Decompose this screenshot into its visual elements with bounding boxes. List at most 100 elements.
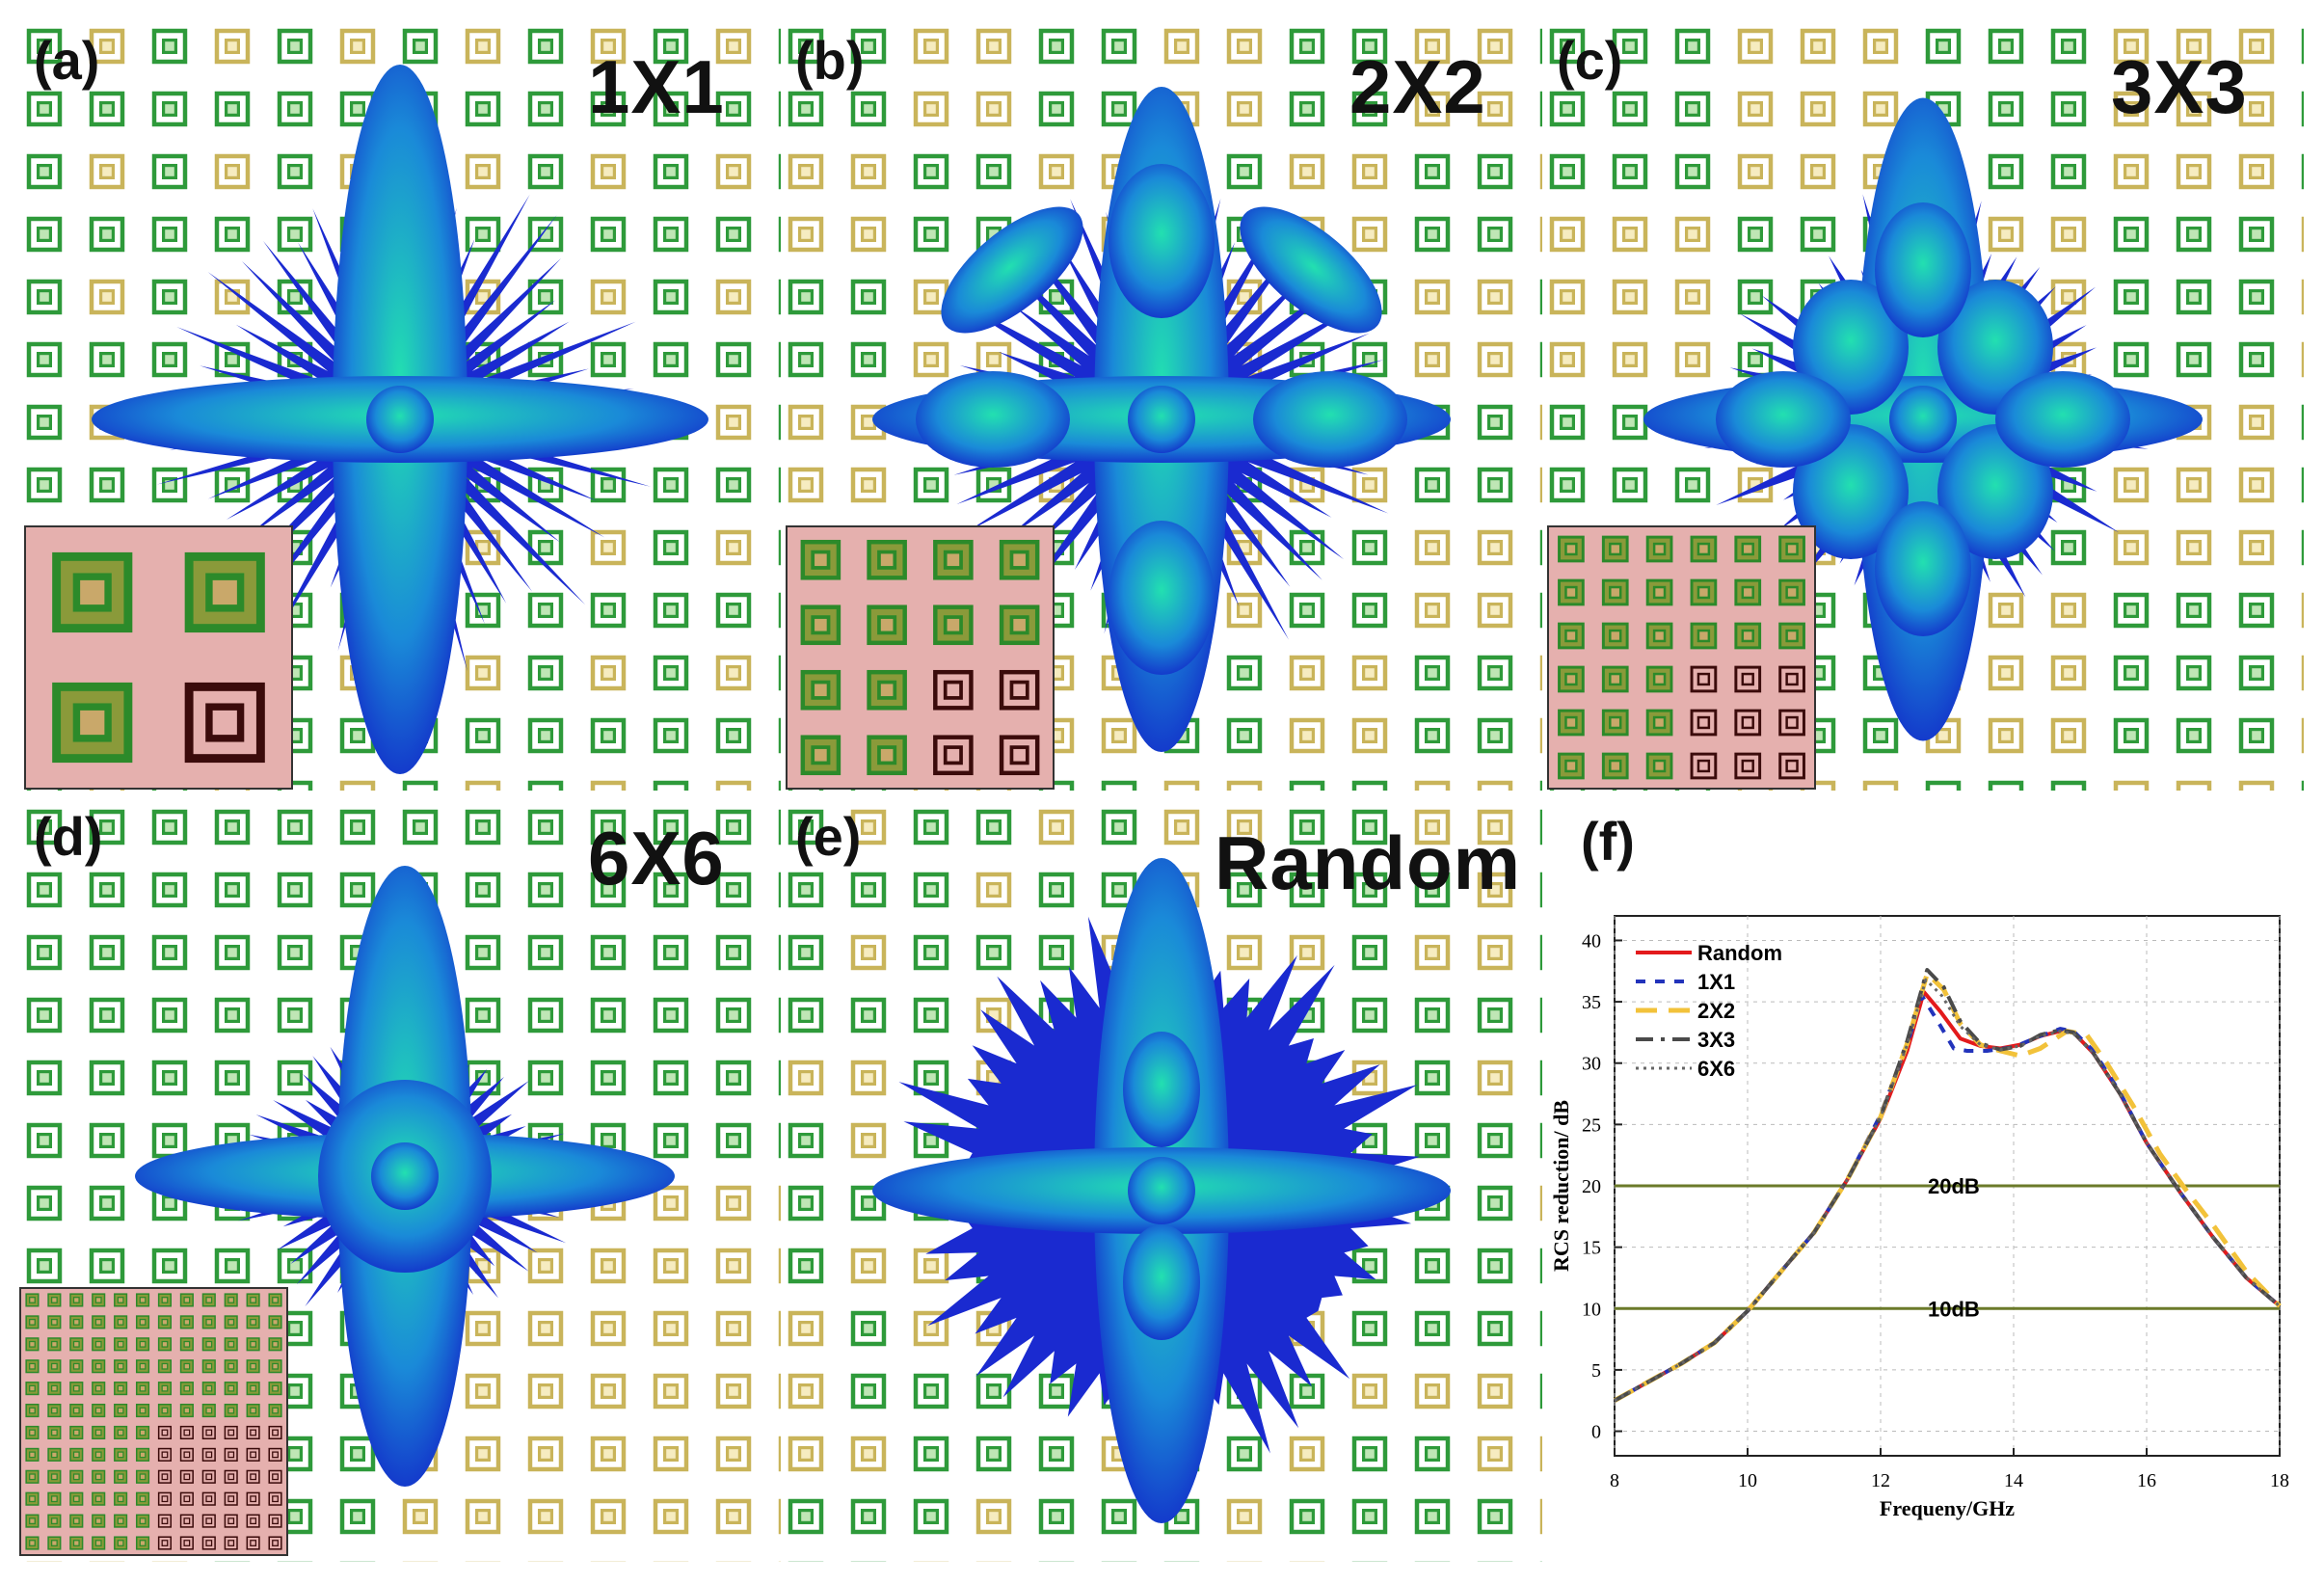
inset-unit-cell [1645, 578, 1673, 606]
unit-cell [715, 655, 752, 691]
panel-label: (e) [795, 806, 862, 867]
inset-unit-cell [179, 1447, 194, 1462]
inset-unit-cell [47, 1359, 62, 1374]
unit-cell [1862, 717, 1899, 754]
unit-cell [1414, 279, 1451, 315]
unit-cell [653, 1436, 689, 1472]
unit-cell [590, 809, 627, 846]
unit-cell [1351, 216, 1388, 253]
inset-unit-cell [25, 1491, 40, 1506]
unit-cell [715, 717, 752, 754]
inset-unit-cell [157, 1337, 173, 1352]
unit-cell [2238, 780, 2275, 791]
unit-cell [2113, 216, 2150, 253]
unit-cell [2050, 717, 2087, 754]
unit-cell [151, 153, 188, 190]
unit-cell [2176, 28, 2212, 65]
inset-unit-cell [135, 1514, 150, 1528]
unit-cell [527, 91, 564, 127]
unit-cell [1289, 1498, 1325, 1535]
inset-unit-cell [1778, 622, 1805, 650]
inset-unit-cell [201, 1315, 216, 1329]
inset-unit-cell [268, 1403, 282, 1418]
inset-unit-cell [157, 1382, 173, 1396]
inset-unit-cell [867, 604, 907, 646]
unit-cell [850, 216, 887, 253]
unit-cell [151, 91, 188, 127]
unit-cell [339, 1498, 376, 1535]
center-lobe [1128, 1157, 1195, 1224]
inset-unit-cell [157, 1447, 173, 1462]
unit-cell [913, 809, 949, 846]
inset-unit-cell [1601, 752, 1629, 780]
unit-cell [1549, 279, 1586, 315]
x-tick-label: 14 [2004, 1470, 2023, 1491]
inset-unit-cell [224, 1491, 238, 1506]
unit-cell [715, 529, 752, 566]
inset-unit-cell [179, 1425, 194, 1440]
inset-unit-cell [1778, 535, 1805, 563]
inset-unit-cell [268, 1382, 282, 1396]
unit-cell [1612, 28, 1648, 65]
inset-unit-cell [1690, 709, 1718, 737]
unit-cell [1163, 28, 1200, 65]
unit-cell [1674, 467, 1711, 503]
unit-cell [715, 28, 752, 65]
inset-unit-cell [246, 1403, 260, 1418]
inset-unit-cell [1601, 535, 1629, 563]
panel-label: (c) [1557, 30, 1623, 91]
unit-cell [1674, 153, 1711, 190]
inset-unit-cell [867, 539, 907, 580]
y-tick-label: 40 [1582, 930, 1601, 952]
unit-cell [465, 91, 501, 127]
inset-unit-cell [933, 604, 974, 646]
unit-cell [2176, 529, 2212, 566]
unit-cell [788, 872, 824, 908]
unit-cell [788, 91, 824, 127]
unit-cell [527, 872, 564, 908]
inset-unit-cell [135, 1403, 150, 1418]
unit-cell [214, 216, 251, 253]
inset-unit-cell [268, 1315, 282, 1329]
unit-cell [715, 1060, 752, 1096]
inset-unit-cell [179, 1536, 194, 1550]
inset-unit-cell [52, 682, 133, 764]
reference-label: 20dB [1928, 1174, 1980, 1198]
inset-unit-cell [1778, 752, 1805, 780]
unit-cell [975, 1498, 1012, 1535]
unit-cell [850, 997, 887, 1034]
unit-cell [850, 341, 887, 378]
x-axis-label: Frequeny/GHz [1880, 1496, 2015, 1520]
inset-unit-cell [224, 1425, 238, 1440]
unit-cell [850, 1185, 887, 1222]
inset-unit-cell [179, 1382, 194, 1396]
unit-cell [850, 1436, 887, 1472]
inset-unit-cell [224, 1469, 238, 1484]
unit-cell [214, 809, 251, 846]
inset-unit-cell [224, 1536, 238, 1550]
unit-cell [2238, 279, 2275, 315]
unit-cell [1289, 809, 1325, 846]
unit-cell [1226, 1498, 1263, 1535]
unit-cell [1477, 279, 1513, 315]
unit-cell [277, 872, 313, 908]
unit-cell [277, 809, 313, 846]
unit-cell [2238, 592, 2275, 629]
unit-cell [1414, 1248, 1451, 1284]
unit-cell [26, 1248, 63, 1284]
unit-cell [1862, 780, 1899, 791]
unit-cell [1289, 153, 1325, 190]
panel-label-f: (f) [1581, 811, 1635, 872]
inset-unit-cell [1690, 622, 1718, 650]
unit-cell [2113, 655, 2150, 691]
unit-cell [1289, 655, 1325, 691]
unit-cell [1737, 91, 1774, 127]
unit-cell [465, 655, 501, 691]
unit-cell [89, 1060, 125, 1096]
unit-cell [1038, 1436, 1075, 1472]
unit-cell [1226, 934, 1263, 971]
inset-unit-cell [25, 1403, 40, 1418]
unit-cell [2050, 216, 2087, 253]
unit-cell [1414, 717, 1451, 754]
unit-cell [1163, 809, 1200, 846]
